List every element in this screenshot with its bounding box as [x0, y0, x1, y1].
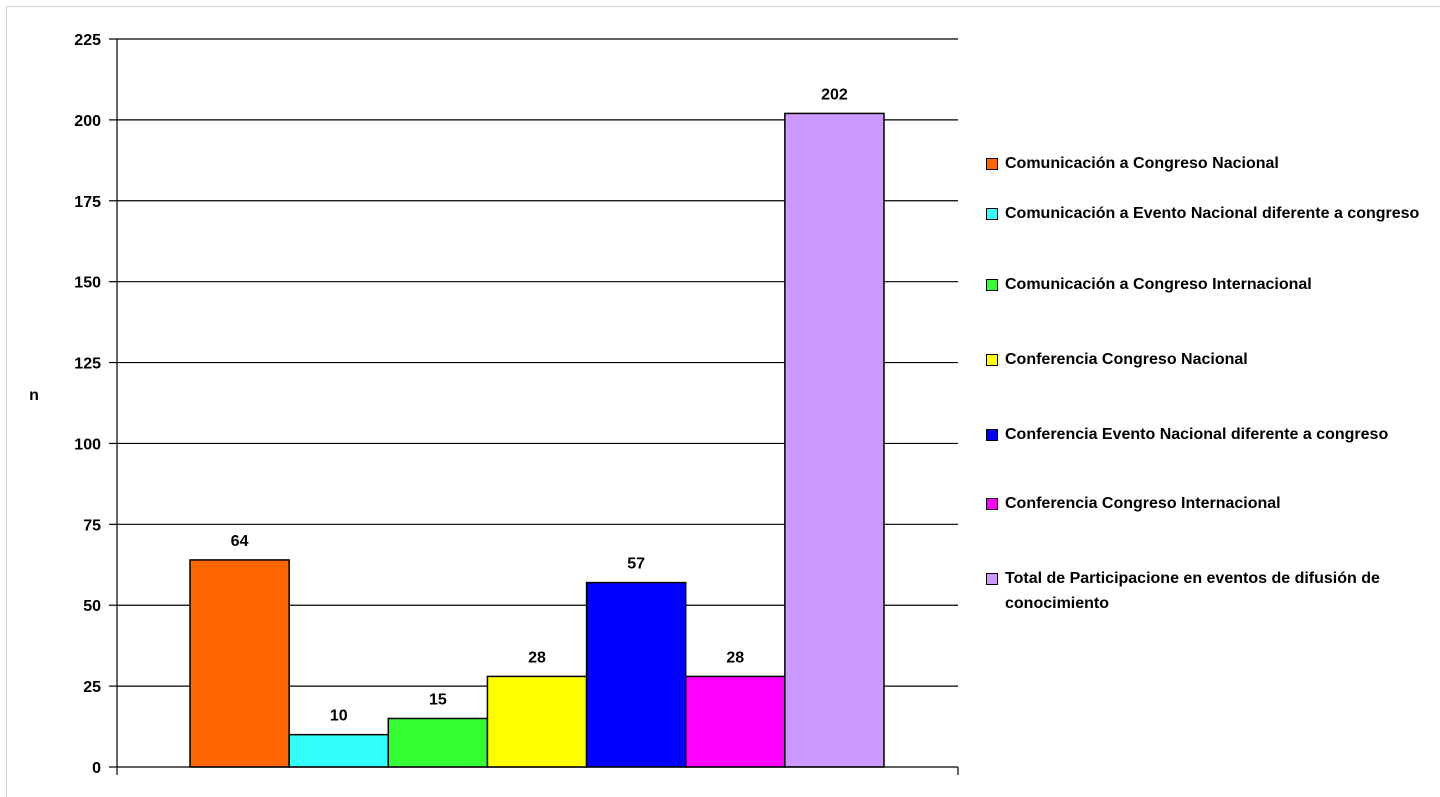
legend-label: Comunicación a Congreso Internacional — [1005, 276, 1312, 293]
data-label: 28 — [726, 649, 744, 666]
legend-swatch — [986, 279, 998, 291]
bar — [387, 717, 489, 768]
y-tick-label: 225 — [74, 32, 101, 49]
bar — [585, 581, 687, 768]
y-tick-label: 50 — [83, 598, 101, 615]
y-tick-label: 100 — [74, 436, 101, 453]
y-tick-label: 75 — [83, 517, 101, 534]
legend: Comunicación a Congreso Nacional Comunica… — [986, 0, 1440, 797]
data-label: 64 — [231, 533, 249, 550]
legend-label: Conferencia Evento Nacional diferente a … — [1005, 426, 1389, 443]
legend-item: Comunicación a Congreso Nacional — [986, 154, 1440, 176]
axes — [109, 38, 959, 775]
bar — [288, 733, 390, 768]
legend-label: Comunicación a Evento Nacional diferente… — [1005, 205, 1420, 222]
y-tick-label: 175 — [74, 194, 101, 211]
legend-item: Comunicación a Evento Nacional diferente… — [986, 204, 1440, 226]
y-tick-label: 200 — [74, 113, 101, 130]
data-label: 10 — [330, 708, 348, 725]
data-label: 28 — [528, 649, 546, 666]
bars — [189, 112, 885, 768]
bar — [189, 559, 290, 768]
y-axis-title: n — [29, 387, 39, 404]
legend-item: Total de Participacione en eventos de di… — [986, 569, 1440, 616]
legend-item: Comunicación a Congreso Internacional — [986, 275, 1440, 297]
legend-label: Comunicación a Congreso Nacional — [1005, 155, 1279, 172]
y-tick-label: 25 — [83, 679, 101, 696]
data-label: 15 — [429, 691, 447, 708]
legend-swatch — [986, 208, 998, 220]
y-tick-label: 150 — [74, 275, 101, 292]
legend-item: Conferencia Evento Nacional diferente a … — [986, 425, 1440, 447]
legend-label: Conferencia Congreso Nacional — [1005, 351, 1248, 368]
data-label: 57 — [627, 556, 645, 573]
legend-item: Conferencia Congreso Internacional — [986, 494, 1440, 516]
bar — [486, 675, 588, 768]
legend-label: Total de Participacione en eventos de di… — [1005, 570, 1380, 612]
legend-label: Conferencia Congreso Internacional — [1005, 495, 1281, 512]
y-tick-label: 0 — [92, 760, 101, 777]
bar — [684, 675, 786, 768]
labels: 0 25 50 75 100 125 150 175 200 225 64 10 15 28 57 28 202 — [74, 32, 848, 777]
legend-swatch — [986, 158, 998, 170]
bar — [784, 112, 885, 768]
legend-swatch — [986, 498, 998, 510]
legend-swatch — [986, 354, 998, 366]
y-tick-label: 125 — [74, 356, 101, 373]
data-label: 202 — [821, 86, 848, 103]
legend-swatch — [986, 429, 998, 441]
legend-item: Conferencia Congreso Nacional — [986, 350, 1440, 372]
legend-swatch — [986, 573, 998, 585]
